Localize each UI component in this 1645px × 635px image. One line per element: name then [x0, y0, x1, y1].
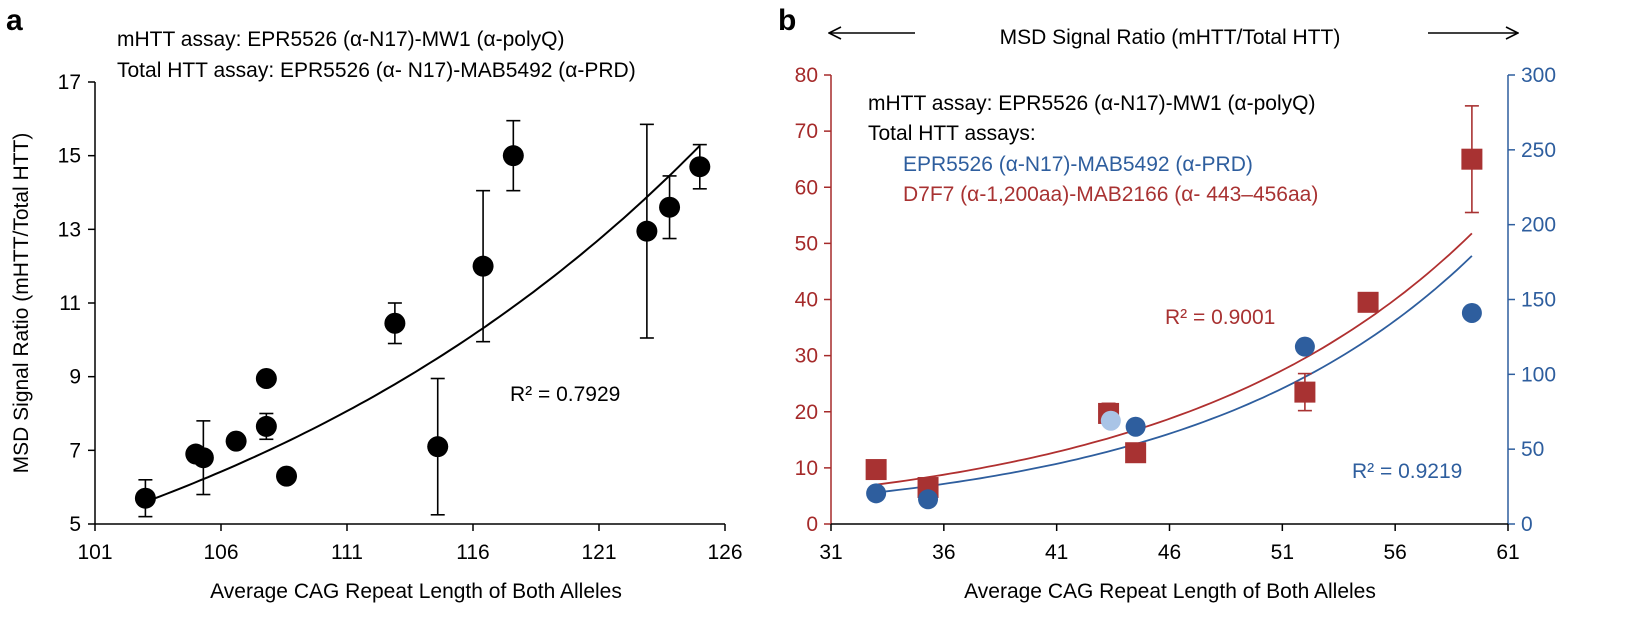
panel-b-label: b	[778, 4, 796, 37]
panel-b-right-y-tick-label: 50	[1521, 438, 1544, 461]
panel-b-right-y-tick-label: 250	[1521, 139, 1556, 162]
panel-a-data-point	[427, 436, 449, 458]
panel-b-left-y-tick-label: 40	[795, 289, 818, 312]
panel-b-x-ticks: 31 36 41 46 51 56 61	[819, 524, 1520, 564]
panel-b-red-square-point	[1357, 291, 1379, 313]
panel-b-red-square-point	[1461, 148, 1483, 170]
panel-b-x-tick-label: 31	[819, 541, 842, 564]
panel-b-right-y-tick-label: 100	[1521, 363, 1556, 386]
panel-a-data-point	[502, 145, 524, 167]
panel-a-x-tick-label: 116	[456, 541, 489, 564]
panel-b-left-y-ticks: 0 10 20 30 40 50 60 70 80	[795, 64, 831, 536]
panel-b-right-y-ticks: 0 50 100 150 200 250 300	[1508, 64, 1556, 536]
panel-b-x-tick-label: 51	[1271, 541, 1294, 564]
panel-b-left-y-tick-label: 30	[795, 345, 818, 368]
panel-a-data-point	[255, 415, 277, 437]
panel-b-right-y-tick-label: 150	[1521, 289, 1556, 312]
panel-b-left-y-tick-label: 0	[806, 513, 818, 536]
panel-a-title-line-1: mHTT assay: EPR5526 (α-N17)-MW1 (α-polyQ…	[117, 28, 564, 51]
panel-a-data-point	[636, 220, 658, 242]
panel-b-x-tick-label: 41	[1045, 541, 1068, 564]
panel-b-x-axis-title: Average CAG Repeat Length of Both Allele…	[964, 580, 1376, 603]
panel-a-title-line-2: Total HTT assay: EPR5526 (α- N17)-MAB549…	[117, 59, 636, 82]
panel-b-red-square-point	[865, 459, 887, 481]
panel-b-blue-circle-point	[1461, 302, 1482, 323]
panel-b-left-y-tick-label: 10	[795, 457, 818, 480]
panel-a-data-point	[225, 430, 247, 452]
panel-a-x-tick-label: 101	[77, 541, 112, 564]
panel-a-y-axis-title: MSD Signal Ratio (mHTT/Total HTT)	[10, 133, 33, 474]
panel-b-left-y-tick-label: 20	[795, 401, 818, 424]
legend-entry-epr5526-mab5492: EPR5526 (α-N17)-MAB5492 (α-PRD)	[903, 153, 1253, 176]
panel-a: a mHTT assay: EPR5526 (α-N17)-MW1 (α-pol…	[6, 4, 743, 603]
panel-b-blue-circle-point	[918, 489, 939, 510]
panel-b-blue-r-squared: R² = 0.9219	[1352, 460, 1462, 483]
panel-b-left-y-tick-label: 70	[795, 120, 818, 143]
panel-a-x-tick-label: 126	[707, 541, 742, 564]
panel-a-x-axis-title: Average CAG Repeat Length of Both Allele…	[210, 580, 622, 603]
panel-a-data-point	[384, 312, 406, 334]
legend-entry-d7f7-mab2166: D7F7 (α-1,200aa)-MAB2166 (α- 443–456aa)	[903, 183, 1318, 206]
panel-a-data-point	[255, 368, 277, 390]
panel-a-y-tick-label: 7	[69, 439, 81, 462]
panel-b-x-tick-label: 56	[1383, 541, 1406, 564]
panel-b-red-r-squared: R² = 0.9001	[1165, 306, 1275, 329]
panel-b-red-trendline	[875, 232, 1473, 486]
panel-b-red-square-point	[1125, 442, 1147, 464]
panel-a-trendline	[145, 144, 701, 503]
panel-b-left-y-tick-label: 60	[795, 176, 818, 199]
panel-b-red-points	[865, 105, 1483, 499]
panel-b-x-tick-label: 46	[1158, 541, 1181, 564]
panel-b-blue-circle-point	[1294, 336, 1315, 357]
panel-a-x-tick-label: 121	[581, 541, 616, 564]
panel-a-y-tick-label: 13	[58, 218, 81, 241]
panel-a-y-tick-label: 11	[59, 292, 81, 315]
panel-b-blue-circle-point	[1100, 410, 1121, 431]
panel-a-y-tick-label: 5	[69, 513, 81, 536]
panel-b-header: MSD Signal Ratio (mHTT/Total HTT)	[1000, 26, 1341, 49]
panel-a-x-ticks: 101 106 111 116 121 126	[77, 524, 743, 564]
panel-b: b MSD Signal Ratio (mHTT/Total HTT) 0 10 2…	[778, 4, 1556, 603]
panel-a-x-tick-label: 111	[331, 541, 363, 564]
panel-b-right-y-tick-label: 300	[1521, 64, 1556, 87]
panel-a-y-tick-label: 9	[69, 366, 81, 389]
panel-b-x-tick-label: 36	[932, 541, 955, 564]
panel-b-left-y-tick-label: 50	[795, 232, 818, 255]
panel-b-left-y-tick-label: 80	[795, 64, 818, 87]
panel-a-x-tick-label: 106	[203, 541, 238, 564]
panel-a-r-squared: R² = 0.7929	[510, 383, 620, 406]
panel-b-blue-circle-point	[1125, 416, 1146, 437]
panel-b-red-square-point	[1294, 381, 1316, 403]
panel-b-blue-points	[866, 302, 1482, 510]
panel-a-data-point	[192, 447, 214, 469]
panel-a-data-point	[689, 156, 711, 178]
panel-a-data-point	[276, 465, 298, 487]
panel-a-label: a	[6, 4, 23, 37]
panel-b-x-tick-label: 61	[1496, 541, 1519, 564]
panel-b-right-y-tick-label: 0	[1521, 513, 1533, 536]
panel-b-legend-line-1: mHTT assay: EPR5526 (α-N17)-MW1 (α-polyQ…	[868, 92, 1315, 115]
panel-a-y-tick-label: 17	[58, 71, 81, 94]
panel-a-data-point	[472, 255, 494, 277]
panel-a-points	[134, 119, 711, 518]
panel-a-y-tick-label: 15	[58, 145, 81, 168]
panel-a-data-point	[134, 487, 156, 509]
panel-b-blue-circle-point	[866, 483, 887, 504]
panel-b-right-y-tick-label: 200	[1521, 214, 1556, 237]
panel-a-data-point	[659, 196, 681, 218]
panel-a-y-ticks: 5 7 9 11 13 15 17	[58, 71, 95, 536]
panel-b-blue-trendline	[875, 255, 1473, 494]
panel-b-legend-line-2: Total HTT assays:	[868, 122, 1036, 145]
